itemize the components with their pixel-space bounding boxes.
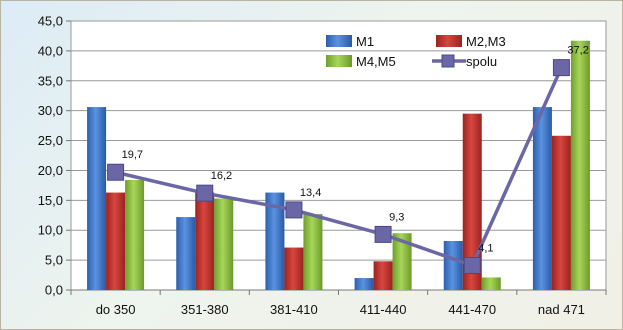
marker-spolu [374,225,392,243]
x-tick-label: do 350 [96,302,136,317]
bar-m1 [176,217,196,290]
y-tick-label: 20,0 [38,163,63,178]
data-label-spolu: 37,2 [567,45,588,57]
line-spolu [115,66,564,268]
data-label-spolu: 4,1 [478,242,493,254]
bar-m4-m5 [481,277,501,290]
bar-m4-m5 [570,40,590,290]
x-tick-label: 351-380 [181,302,229,317]
y-tick-label: 35,0 [38,73,63,88]
bar-m4-m5 [214,198,234,290]
data-label-spolu: 13,4 [300,187,321,199]
marker-spolu [552,59,570,77]
x-tick-label: nad 471 [538,302,585,317]
bar-m4-m5 [125,180,145,290]
y-tick-label: 15,0 [38,193,63,208]
y-tick-label: 40,0 [38,43,63,58]
bar-m2-m3 [551,135,571,290]
bar-m4-m5 [392,233,412,290]
y-tick-label: 10,0 [38,223,63,238]
y-tick-label: 5,0 [45,253,63,268]
bar-m2-m3 [284,247,304,290]
y-tick-label: 0,0 [45,283,63,298]
bar-m1 [443,240,463,290]
marker-spolu [107,163,125,181]
bar-m1 [87,107,107,290]
bar-m2-m3 [195,192,215,290]
bar-m2-m3 [106,192,126,290]
legend-label-spolu: spolu [466,54,497,69]
bar-m1 [354,278,374,290]
bar-m1 [532,107,552,290]
legend-swatch-m4-m5 [326,55,352,67]
data-label-spolu: 9,3 [389,211,404,223]
x-tick-label: 441-470 [448,302,496,317]
y-tick-label: 30,0 [38,103,63,118]
y-tick-label: 25,0 [38,133,63,148]
marker-spolu [196,184,214,202]
bar-m1 [265,192,285,290]
marker-spolu [285,201,303,219]
x-tick-label: 381-410 [270,302,318,317]
data-label-spolu: 19,7 [122,149,143,161]
y-tick-label: 45,0 [38,14,63,29]
bar-m2-m3 [373,261,393,290]
bar-m2-m3 [462,113,482,291]
bar-m4-m5 [303,214,323,290]
legend-label-m1: M1 [356,34,374,49]
legend-label-m4-m5: M4,M5 [356,54,396,69]
legend-marker-spolu [441,54,455,68]
legend-label-m2-m3: M2,M3 [466,34,506,49]
legend-swatch-m2-m3 [436,35,462,47]
data-label-spolu: 16,2 [211,170,232,182]
marker-spolu [463,256,481,274]
x-tick-label: 411-440 [360,302,407,317]
legend-swatch-m1 [326,35,352,47]
